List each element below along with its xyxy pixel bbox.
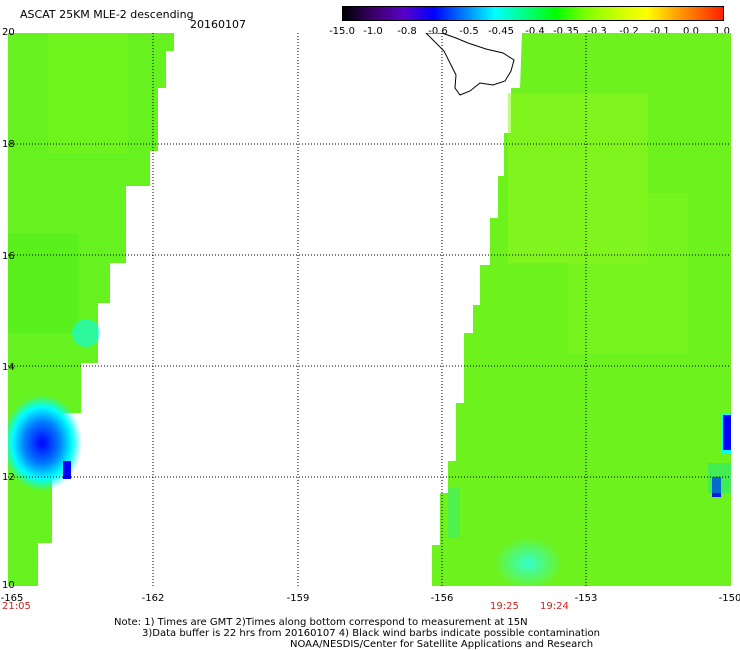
colorbar-label: -0.1: [650, 26, 670, 37]
map-plot: [8, 33, 731, 586]
lat-label: 20: [2, 27, 15, 38]
left-swath: [8, 33, 174, 586]
lon-label: -156: [430, 593, 454, 604]
lon-label: -150: [718, 593, 740, 604]
lon-label: -165: [0, 593, 24, 604]
colorbar-label: -0.2: [619, 26, 639, 37]
note-line-3: NOAA/NESDIS/Center for Satellite Applica…: [290, 639, 594, 650]
colorbar-label: -15.0: [329, 26, 355, 37]
lat-label: 16: [2, 251, 15, 262]
colorbar-label: -0.5: [459, 26, 479, 37]
grid: [8, 33, 731, 586]
colorbar-label: -0.35: [553, 26, 579, 37]
lon-label: -159: [286, 593, 310, 604]
colorbar-label: -0.8: [397, 26, 417, 37]
note-line-2: 3)Data buffer is 22 hrs from 20160107 4)…: [142, 628, 600, 639]
lon-label: -153: [574, 593, 598, 604]
colorbar-label: -0.3: [587, 26, 607, 37]
colorbar-label: -0.6: [428, 26, 448, 37]
colorbar-gradient: [343, 7, 723, 20]
time-label-mid2: 19:24: [540, 601, 569, 612]
colorbar-label: -0.4: [525, 26, 545, 37]
map-title: ASCAT 25KM MLE-2 descending: [20, 8, 194, 21]
lat-label: 12: [2, 472, 15, 483]
lon-label: -162: [141, 593, 165, 604]
map-date: 20160107: [190, 18, 246, 31]
lat-label: 14: [2, 362, 15, 373]
right-swath: [432, 33, 731, 586]
island-outline: [425, 33, 515, 96]
colorbar-label: -0.45: [488, 26, 514, 37]
colorbar-label: 1.0: [714, 26, 730, 37]
colorbar-label: 0.0: [683, 26, 699, 37]
lat-label: 10: [2, 580, 15, 591]
time-label-mid1: 19:25: [490, 601, 519, 612]
note-line-1: Note: 1) Times are GMT 2)Times along bot…: [114, 617, 528, 628]
time-label-left: 21:05: [2, 601, 31, 612]
colorbar-label: -1.0: [363, 26, 383, 37]
lat-label: 18: [2, 139, 15, 150]
colorbar: [342, 6, 724, 21]
